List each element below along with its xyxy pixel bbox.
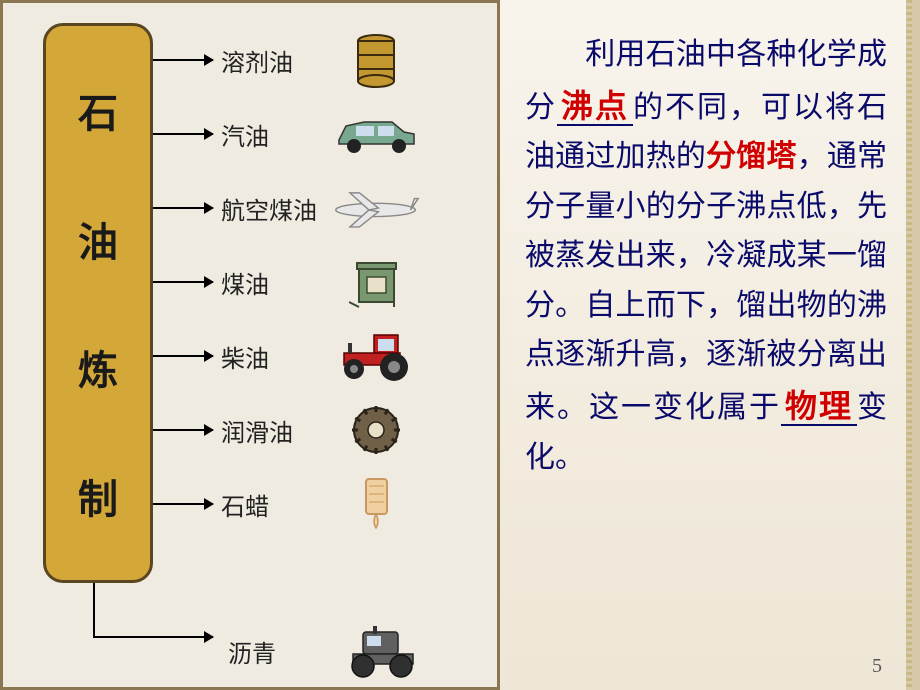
products-list: 溶剂油汽油航空煤油煤油柴油润滑油石蜡 — [153, 23, 421, 541]
arrow-icon — [153, 59, 213, 61]
drip-icon — [331, 474, 421, 534]
product-label: 石蜡 — [221, 487, 331, 522]
arrow-icon — [153, 503, 213, 505]
text-panel: 利用石油中各种化学成分沸点的不同，可以将石油通过加热的分馏塔，通常分子量小的分子… — [500, 0, 920, 690]
product-label: 航空煤油 — [221, 191, 331, 226]
arrow-icon — [153, 429, 213, 431]
roller-icon — [338, 621, 428, 681]
product-label: 汽油 — [221, 117, 331, 152]
arrow-icon — [153, 281, 213, 283]
description-text: 利用石油中各种化学成分沸点的不同，可以将石油通过加热的分馏塔，通常分子量小的分子… — [525, 30, 887, 482]
product-row: 煤油 — [153, 245, 421, 319]
bottom-product-row: 沥青 — [228, 621, 428, 681]
plane-icon — [331, 178, 421, 238]
product-row: 航空煤油 — [153, 171, 421, 245]
slide-container: 石油炼制 溶剂油汽油航空煤油煤油柴油润滑油石蜡 沥青 利用石油中各种化学成分沸点… — [0, 0, 920, 690]
product-row: 石蜡 — [153, 467, 421, 541]
product-row: 汽油 — [153, 97, 421, 171]
refinery-char: 制 — [78, 467, 118, 525]
diagram-panel: 石油炼制 溶剂油汽油航空煤油煤油柴油润滑油石蜡 沥青 — [0, 0, 500, 690]
highlight-tower: 分馏塔 — [706, 140, 797, 173]
car-icon — [331, 104, 421, 164]
product-row: 柴油 — [153, 319, 421, 393]
arrow-icon — [153, 355, 213, 357]
tractor-icon — [331, 326, 421, 386]
bottom-arrow-h — [93, 636, 213, 638]
refinery-char: 炼 — [78, 338, 118, 396]
product-row: 溶剂油 — [153, 23, 421, 97]
product-label: 润滑油 — [221, 413, 331, 448]
product-label: 溶剂油 — [221, 43, 331, 78]
arrow-icon — [153, 207, 213, 209]
barrel-icon — [331, 30, 421, 90]
stove-icon — [331, 252, 421, 312]
bottom-arrow-v — [93, 583, 95, 638]
arrow-icon — [153, 133, 213, 135]
refinery-column: 石油炼制 — [43, 23, 153, 583]
highlight-physical: 物理 — [781, 388, 857, 426]
refinery-char: 油 — [78, 210, 118, 268]
bottom-product-label: 沥青 — [228, 634, 338, 669]
page-number: 5 — [872, 655, 882, 678]
gear-icon — [331, 400, 421, 460]
highlight-boiling: 沸点 — [557, 88, 633, 126]
text-part3: ，通常分子量小的分子沸点低，先被蒸发出来，冷凝成某一馏分。自上而下，馏出物的沸点… — [525, 140, 887, 424]
product-row: 润滑油 — [153, 393, 421, 467]
product-label: 柴油 — [221, 339, 331, 374]
refinery-char: 石 — [78, 81, 118, 139]
product-label: 煤油 — [221, 265, 331, 300]
